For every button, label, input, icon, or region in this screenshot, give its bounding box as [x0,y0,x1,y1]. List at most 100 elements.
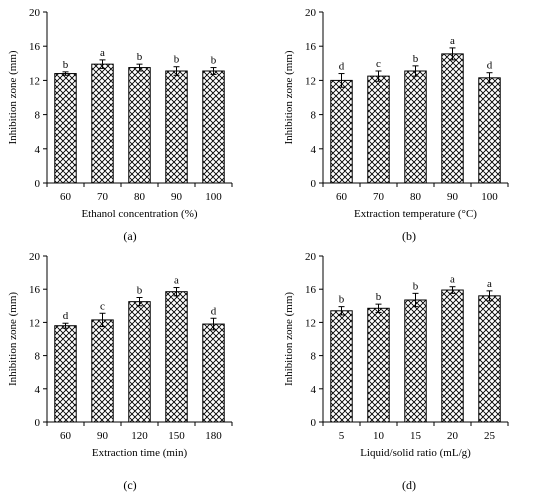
x-tick-label: 70 [373,191,385,203]
x-tick-label: 10 [373,430,385,442]
bar [91,319,114,423]
significance-letter: b [174,54,180,66]
significance-letter: b [137,285,143,297]
bar [441,289,464,423]
significance-letter: a [450,35,455,47]
x-axis-title: Extraction time (min) [92,447,188,459]
y-tick-label: 4 [311,144,317,156]
significance-letter: d [63,310,69,322]
x-tick-label: 25 [484,430,496,442]
bar [330,79,353,184]
bar [202,323,225,423]
y-tick-label: 16 [305,284,317,296]
y-tick-label: 20 [305,7,317,19]
y-tick-label: 0 [35,178,41,190]
significance-letter: a [487,278,492,290]
x-tick-label: 100 [205,191,222,203]
y-tick-label: 4 [35,384,41,396]
y-tick-label: 8 [311,351,317,363]
bar [128,67,151,184]
y-tick-label: 20 [29,7,41,19]
significance-letter: d [487,60,493,72]
bar [91,63,114,184]
x-tick-label: 20 [447,430,459,442]
significance-letter: c [100,300,105,312]
x-tick-label: 120 [131,430,148,442]
x-tick-label: 180 [205,430,222,442]
bar [367,75,390,184]
y-tick-label: 8 [35,110,41,122]
chart-panel-3: 0 4 8 12 16 20 d 60 c 90 b 120 a 150 d 180 Extraction ti… [7,251,233,492]
x-tick-label: 70 [97,191,109,203]
y-tick-label: 16 [29,284,41,296]
y-tick-label: 0 [311,417,317,429]
bar [54,73,77,184]
x-tick-label: 150 [168,430,185,442]
bar [128,301,151,423]
y-tick-label: 8 [35,351,41,363]
x-tick-label: 90 [97,430,109,442]
y-tick-label: 0 [311,178,317,190]
y-tick-label: 4 [311,384,317,396]
bar [404,299,427,423]
y-tick-label: 12 [29,317,40,329]
y-axis-title: Inhibition zone (mm) [7,50,19,144]
significance-letter: b [413,280,419,292]
x-tick-label: 5 [339,430,345,442]
bar [404,70,427,184]
panel-label: (b) [402,229,416,243]
y-tick-label: 8 [311,110,317,122]
bar [330,310,353,423]
y-axis-title: Inhibition zone (mm) [283,50,295,144]
x-tick-label: 100 [481,191,498,203]
y-tick-label: 12 [29,75,40,87]
y-tick-label: 20 [305,251,317,263]
bar [478,295,501,423]
y-tick-label: 20 [29,251,41,263]
panel-label: (d) [402,478,416,492]
chart-panel-1: 0 4 8 12 16 20 b 60 a 70 b 80 b 90 b 100 Ethanol concent… [7,7,233,243]
bar [165,70,188,184]
bar [441,53,464,184]
y-tick-label: 12 [305,75,316,87]
chart-panel-4: 0 4 8 12 16 20 b 5 b 10 b 15 a 20 a 25 Liquid/solid rati… [283,251,509,492]
y-tick-label: 16 [29,41,41,53]
x-tick-label: 60 [60,430,72,442]
y-tick-label: 4 [35,144,41,156]
x-axis-title: Liquid/solid ratio (mL/g) [360,447,471,459]
y-axis-title: Inhibition zone (mm) [7,292,19,386]
y-tick-label: 12 [305,317,316,329]
bar [202,70,225,184]
y-axis-title: Inhibition zone (mm) [283,292,295,386]
bar [165,291,188,423]
x-tick-label: 15 [410,430,422,442]
significance-letter: a [174,275,179,287]
panel-label: (c) [123,478,136,492]
x-tick-label: 60 [60,191,72,203]
significance-letter: c [376,58,381,70]
significance-letter: b [63,59,69,71]
x-axis-title: Ethanol concentration (%) [81,208,197,220]
panel-label: (a) [123,229,136,243]
bar [478,77,501,184]
y-tick-label: 16 [305,41,317,53]
y-tick-label: 0 [35,417,41,429]
significance-letter: b [211,55,217,67]
x-tick-label: 80 [134,191,146,203]
significance-letter: d [339,61,345,73]
significance-letter: a [450,274,455,286]
x-axis-title: Extraction temperature (°C) [354,208,477,220]
bar [54,325,77,423]
significance-letter: b [137,51,143,63]
bar [367,307,390,423]
significance-letter: b [339,294,345,306]
significance-letter: a [100,47,105,59]
x-tick-label: 80 [410,191,422,203]
x-tick-label: 60 [336,191,348,203]
chart-panel-2: 0 4 8 12 16 20 d 60 c 70 b 80 a 90 d 100 Extraction temp… [283,7,509,243]
significance-letter: d [211,305,217,317]
significance-letter: b [376,291,382,303]
x-tick-label: 90 [171,191,183,203]
x-tick-label: 90 [447,191,459,203]
